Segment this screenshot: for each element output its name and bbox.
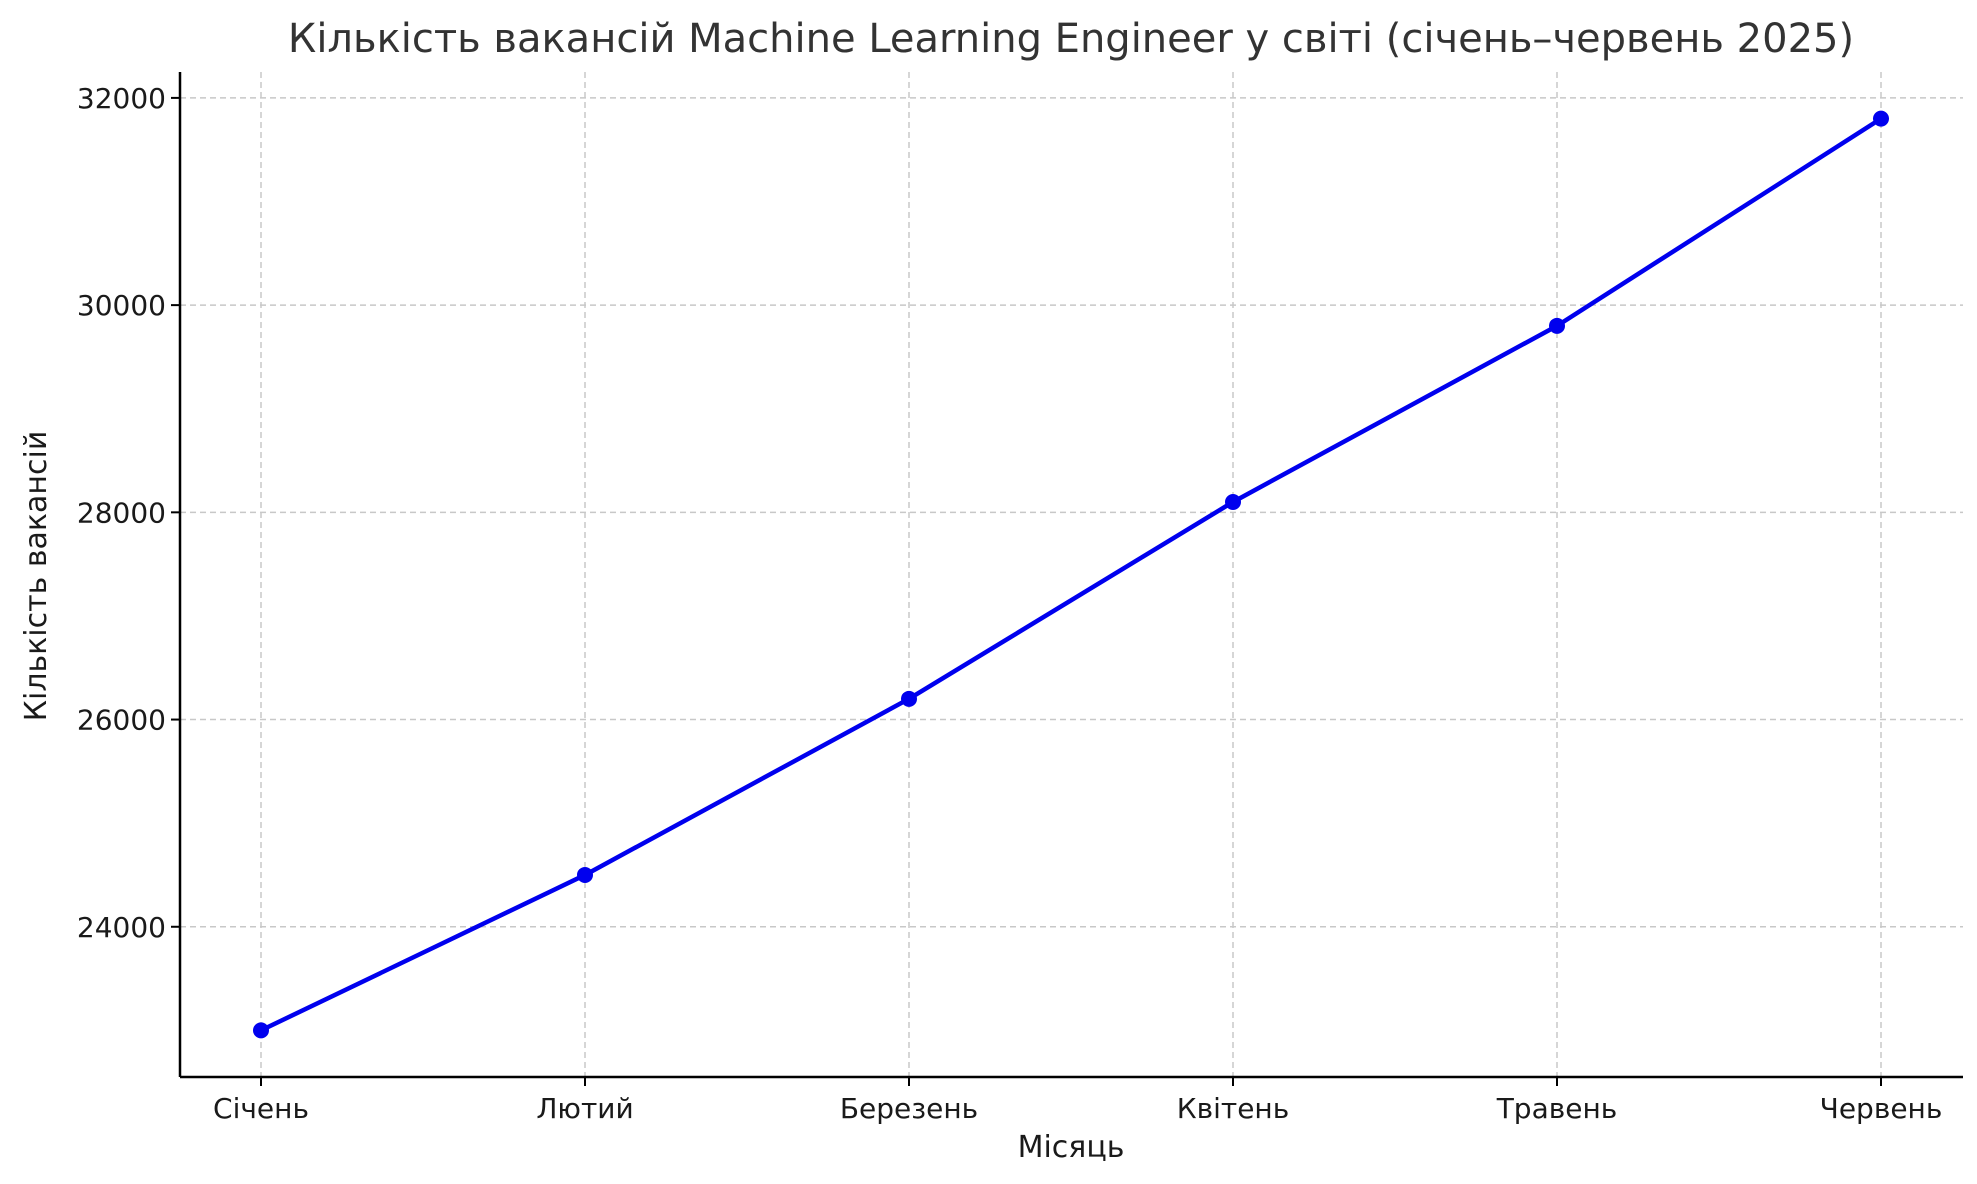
data-point: [577, 866, 593, 883]
x-tick-label: Травень: [1496, 1092, 1618, 1125]
data-point: [253, 1022, 269, 1039]
x-axis-label: Місяць: [1018, 1130, 1125, 1165]
x-tick-label: Березень: [840, 1092, 978, 1125]
x-tick-label: Січень: [213, 1092, 309, 1125]
y-axis-label: Кількість вакансій: [19, 431, 54, 722]
x-tick-label: Червень: [1820, 1092, 1943, 1125]
series-line: [258, 116, 1884, 1033]
y-tick-label: 28000: [77, 496, 166, 529]
chart-title: Кількість вакансій Machine Learning Engi…: [288, 16, 1854, 62]
ticks: Січень Лютий Березень Квітень Травень Червень…: [77, 82, 1942, 1125]
y-tick-label: 32000: [77, 82, 166, 115]
data-point: [1225, 493, 1241, 510]
series: [253, 110, 1889, 1039]
y-tick-label: 26000: [77, 704, 166, 737]
x-tick-label: Лютий: [536, 1092, 633, 1125]
x-tick-label: Квітень: [1177, 1092, 1290, 1125]
data-point: [1549, 317, 1565, 334]
grid: [180, 72, 1963, 1077]
y-tick-label: 24000: [77, 911, 166, 944]
data-point: [1873, 110, 1889, 127]
axes: [178, 72, 1963, 1079]
y-tick-label: 30000: [77, 289, 166, 322]
data-point: [901, 690, 917, 707]
